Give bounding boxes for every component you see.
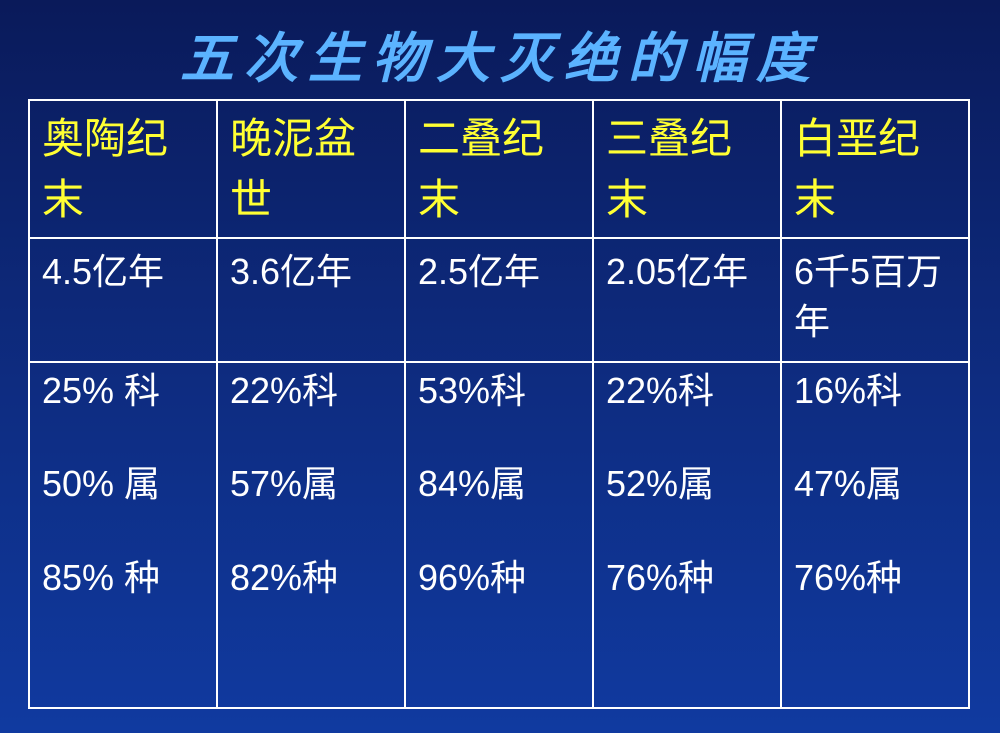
col-header: 二叠纪末 [405,100,593,238]
table-header-row: 奥陶纪末 晚泥盆世 二叠纪末 三叠纪末 白垩纪末 [29,100,969,238]
genus-value: 84%属 [418,464,582,504]
species-value: 82%种 [230,558,394,598]
col-header: 三叠纪末 [593,100,781,238]
family-value: 22%科 [230,371,394,411]
col-header: 奥陶纪末 [29,100,217,238]
species-value: 76%种 [606,558,770,598]
time-cell: 4.5亿年 [29,238,217,362]
time-cell: 3.6亿年 [217,238,405,362]
time-cell: 2.5亿年 [405,238,593,362]
data-cell: 16%科 47%属 76%种 [781,362,969,708]
time-cell: 6千5百万年 [781,238,969,362]
extinction-table: 奥陶纪末 晚泥盆世 二叠纪末 三叠纪末 白垩纪末 4.5亿年 3.6亿年 2.5… [28,99,970,709]
genus-value: 50% 属 [42,464,206,504]
genus-value: 47%属 [794,464,958,504]
family-value: 16%科 [794,371,958,411]
family-value: 25% 科 [42,371,206,411]
family-value: 22%科 [606,371,770,411]
time-cell: 2.05亿年 [593,238,781,362]
col-header: 晚泥盆世 [217,100,405,238]
data-cell: 22%科 52%属 76%种 [593,362,781,708]
genus-value: 57%属 [230,464,394,504]
col-header: 白垩纪末 [781,100,969,238]
data-cell: 25% 科 50% 属 85% 种 [29,362,217,708]
species-value: 96%种 [418,558,582,598]
species-value: 85% 种 [42,558,206,598]
data-cell: 22%科 57%属 82%种 [217,362,405,708]
genus-value: 52%属 [606,464,770,504]
family-value: 53%科 [418,371,582,411]
data-row: 25% 科 50% 属 85% 种 22%科 57%属 82%种 53%科 84… [29,362,969,708]
page-title: 五次生物大灭绝的幅度 [0,0,1000,99]
time-row: 4.5亿年 3.6亿年 2.5亿年 2.05亿年 6千5百万年 [29,238,969,362]
data-cell: 53%科 84%属 96%种 [405,362,593,708]
species-value: 76%种 [794,558,958,598]
